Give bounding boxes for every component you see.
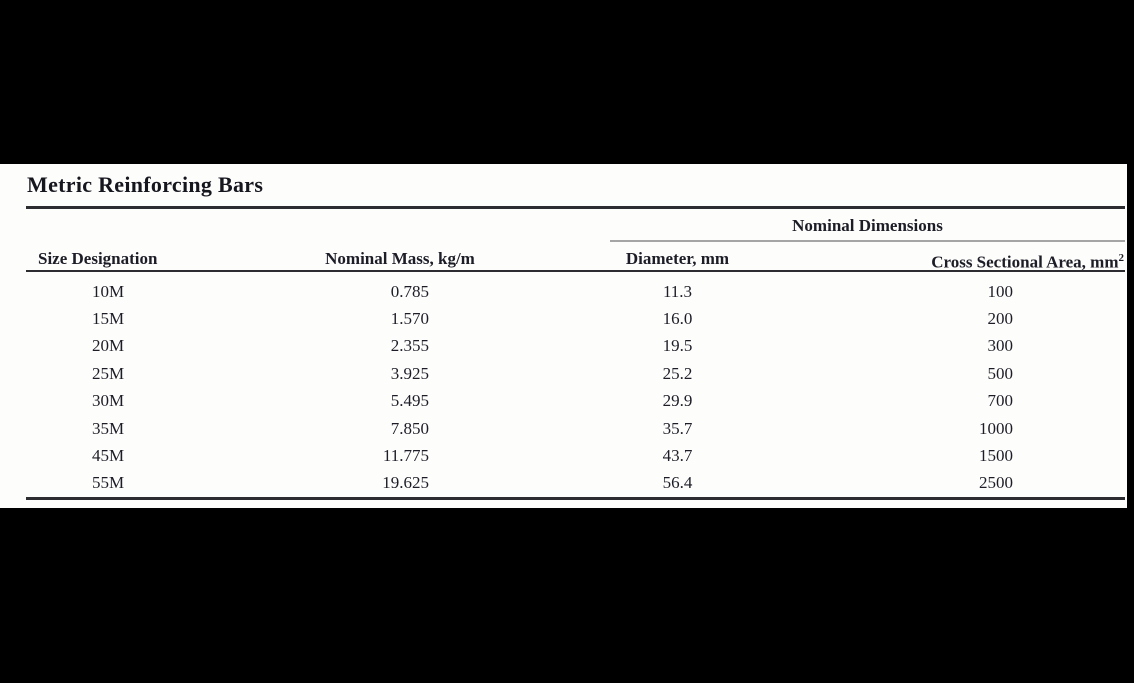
cell-mass: 0.785	[390, 281, 429, 301]
cell-area: 100	[987, 281, 1014, 301]
cell-area: 2500	[979, 473, 1013, 493]
cell-area: 300	[987, 336, 1014, 356]
cell-mass: 11.775	[382, 446, 429, 466]
reinforcing-bars-table: Metric Reinforcing Bars Nominal Dimensio…	[26, 164, 1125, 508]
cell-size: 10M	[91, 281, 125, 301]
cell-size: 55M	[91, 473, 125, 493]
cell-diameter: 29.9	[662, 391, 693, 411]
table-row: 55M 19.625 56.4 2500	[26, 470, 1125, 497]
document-page-panel: Metric Reinforcing Bars Nominal Dimensio…	[0, 164, 1127, 508]
group-header-divider	[610, 240, 1125, 242]
cell-mass: 7.850	[390, 418, 429, 438]
header-divider	[26, 270, 1125, 272]
table-title: Metric Reinforcing Bars	[27, 172, 264, 197]
cell-area: 500	[987, 363, 1014, 383]
cell-size: 35M	[91, 418, 125, 438]
top-divider	[26, 206, 1125, 209]
cell-size: 30M	[91, 391, 125, 411]
table-row: 30M 5.495 29.9 700	[26, 388, 1125, 415]
cell-mass: 2.355	[390, 336, 429, 356]
column-header-diameter: Diameter, mm	[625, 249, 730, 268]
column-header-size-designation: Size Designation	[38, 249, 158, 268]
cell-diameter: 43.7	[662, 446, 693, 466]
area-header-text: Cross Sectional Area, mm	[931, 252, 1119, 272]
column-header-row: Size Designation Nominal Mass, kg/m Diam…	[26, 248, 1125, 273]
table-row: 35M 7.850 35.7 1000	[26, 415, 1125, 442]
table-row: 45M 11.775 43.7 1500	[26, 442, 1125, 469]
cell-area: 200	[987, 309, 1014, 329]
table-row: 15M 1.570 16.0 200	[26, 305, 1125, 332]
column-header-cross-sectional-area: Cross Sectional Area, mm2	[745, 248, 1125, 273]
cell-diameter: 56.4	[662, 473, 693, 493]
area-header-superscript: 2	[1118, 252, 1125, 264]
cell-size: 25M	[91, 363, 125, 383]
table-body: 10M 0.785 11.3 100 15M 1.570 16.0 200 20…	[26, 278, 1125, 497]
cell-size: 15M	[91, 309, 125, 329]
column-header-nominal-mass: Nominal Mass, kg/m	[325, 249, 475, 268]
cell-diameter: 35.7	[662, 418, 693, 438]
cell-diameter: 25.2	[662, 363, 693, 383]
group-header-nominal-dimensions: Nominal Dimensions	[792, 216, 943, 235]
cell-diameter: 16.0	[662, 309, 693, 329]
table-row: 10M 0.785 11.3 100	[26, 278, 1125, 305]
cell-diameter: 11.3	[662, 281, 693, 301]
cell-size: 45M	[91, 446, 125, 466]
table-row: 25M 3.925 25.2 500	[26, 360, 1125, 387]
cell-mass: 19.625	[382, 473, 429, 493]
cell-area: 1000	[979, 418, 1013, 438]
bottom-divider	[26, 497, 1125, 500]
cell-area: 1500	[979, 446, 1013, 466]
cell-size: 20M	[91, 336, 125, 356]
cell-mass: 3.925	[390, 363, 429, 383]
table-row: 20M 2.355 19.5 300	[26, 333, 1125, 360]
cell-diameter: 19.5	[662, 336, 693, 356]
cell-mass: 5.495	[390, 391, 429, 411]
cell-area: 700	[987, 391, 1014, 411]
cell-mass: 1.570	[390, 309, 429, 329]
